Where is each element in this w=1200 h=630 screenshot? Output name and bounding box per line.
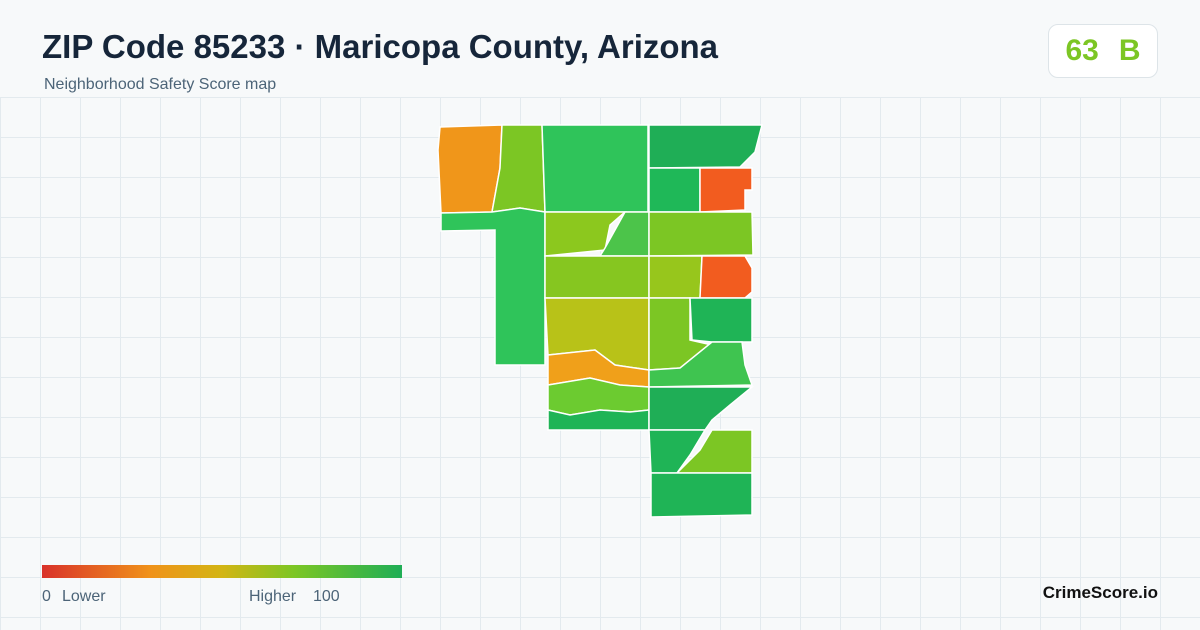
region [699,167,753,213]
region [648,124,763,169]
legend-min-label: Lower [62,588,106,605]
region [544,255,650,299]
region [650,472,753,518]
region [437,124,503,214]
region [699,255,753,299]
region [648,255,703,299]
region [648,211,754,257]
legend-max-label: Higher [249,588,297,605]
region [547,409,650,431]
brand: CrimeScore.io [1042,583,1158,602]
subtitle: Neighborhood Safety Score map [44,76,277,93]
region [648,429,707,474]
map-regions [437,124,763,518]
title: ZIP Code 85233 · Maricopa County, Arizon… [42,28,719,65]
region [689,297,753,343]
region [648,167,701,213]
score-badge: 63 B [1048,24,1158,78]
region [544,211,628,257]
score-grade: B [1118,34,1141,67]
score-value: 63 [1065,34,1099,67]
region [541,124,649,213]
region [440,207,546,366]
legend-max: 100 [313,588,340,605]
legend-min: 0 [42,588,51,605]
region [648,386,755,431]
region [648,341,754,388]
legend-gradient [42,565,402,578]
